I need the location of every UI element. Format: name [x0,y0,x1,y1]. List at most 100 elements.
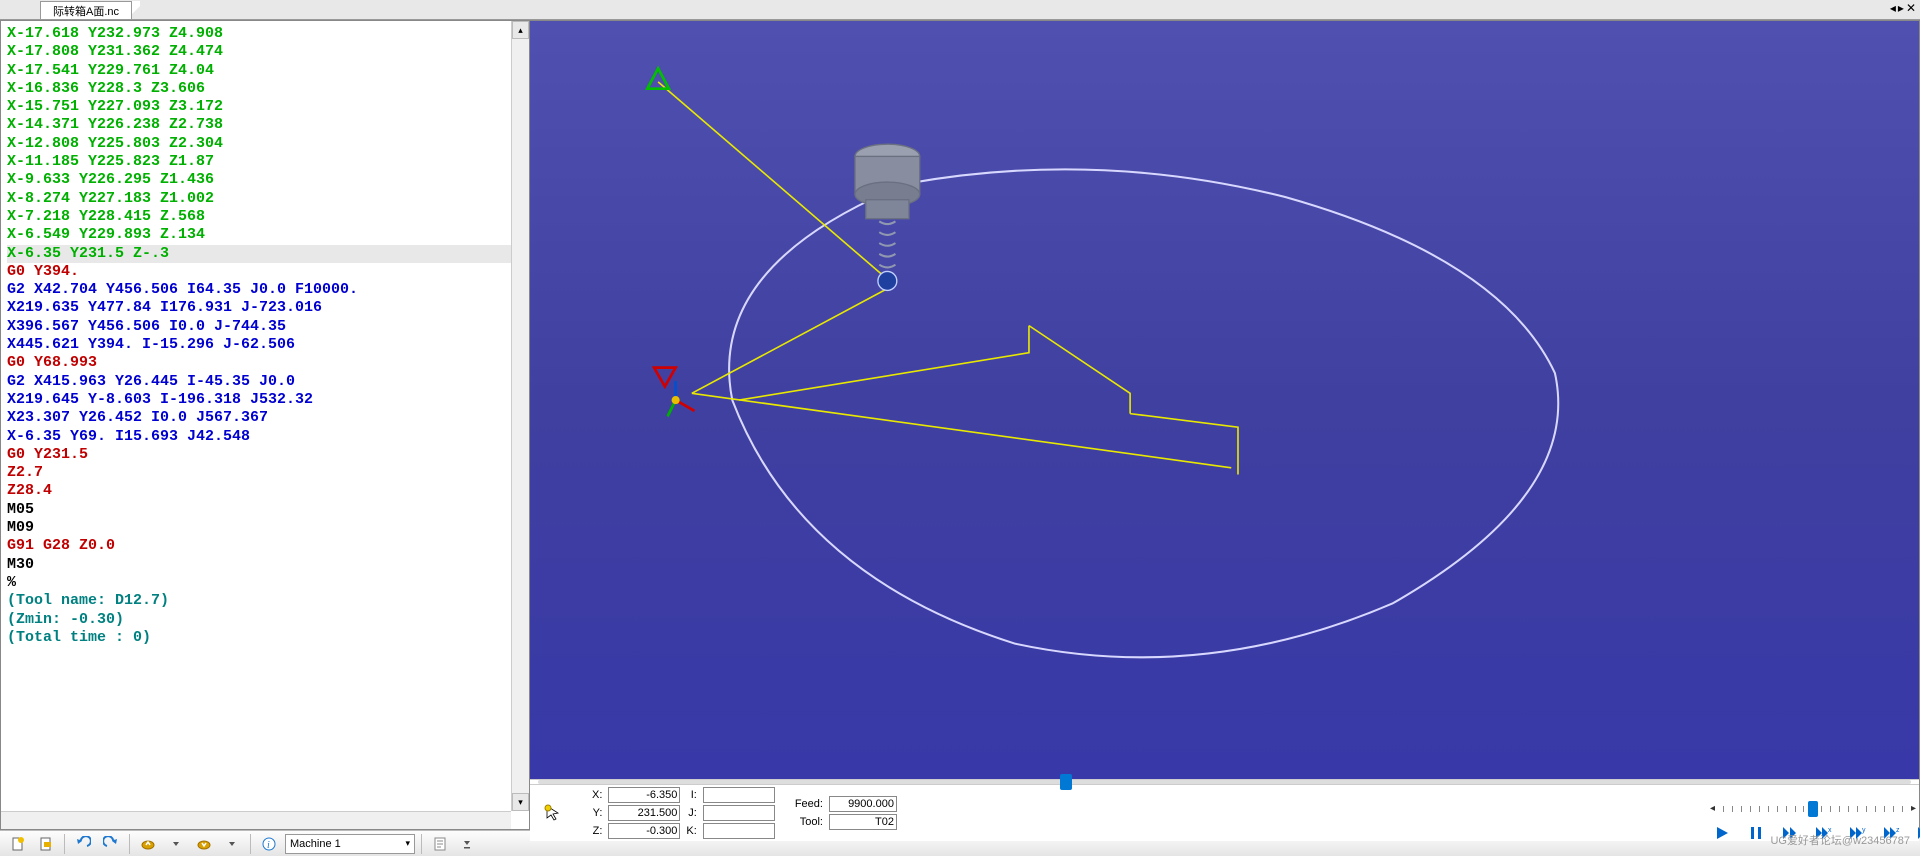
gcode-line[interactable]: M30 [7,556,523,574]
zoom-in-button[interactable]: ▸ [1911,803,1916,814]
gcode-panel: X-17.618 Y232.973 Z4.908X-17.808 Y231.36… [0,20,530,830]
gcode-line[interactable]: X-17.808 Y231.362 Z4.474 [7,43,523,61]
machine-select[interactable]: Machine 1 [285,834,415,854]
scroll-up-button[interactable]: ▴ [512,21,529,39]
notes-button[interactable] [428,833,452,855]
gcode-line[interactable]: X445.621 Y394. I-15.296 J-62.506 [7,336,523,354]
gcode-line[interactable]: X-14.371 Y226.238 Z2.738 [7,116,523,134]
tool-label: Tool: [795,816,823,828]
tab-corner [132,1,140,19]
feed-readout: Feed: Tool: [795,796,897,830]
gcode-listing[interactable]: X-17.618 Y232.973 Z4.908X-17.808 Y231.36… [1,21,529,829]
open-file-button[interactable] [34,833,58,855]
viewer-panel: X: I: Y: J: Z: K: Feed: Tool: [530,20,1920,830]
gcode-line[interactable]: X-6.35 Y69. I15.693 J42.548 [7,428,523,446]
gcode-line[interactable]: G2 X415.963 Y26.445 I-45.35 J0.0 [7,373,523,391]
gcode-line[interactable]: G91 G28 Z0.0 [7,537,523,555]
vertical-scrollbar[interactable]: ▴ ▾ [511,21,529,811]
toolbar-overflow-button[interactable] [456,833,480,855]
feed-segment-1 [739,326,1029,400]
zoom-track[interactable] [1723,806,1903,812]
gcode-line[interactable]: G2 X42.704 Y456.506 I64.35 J0.0 F10000. [7,281,523,299]
new-file-button[interactable] [6,833,30,855]
feed-segment-3 [1130,414,1238,475]
z-label: Z: [592,825,602,837]
gcode-line[interactable]: M05 [7,501,523,519]
tool-model-icon [855,144,920,290]
end-marker-icon [654,368,676,387]
gcode-line[interactable]: X-6.35 Y231.5 Z-.3 [7,245,523,263]
gcode-line[interactable]: X-7.218 Y228.415 Z.568 [7,208,523,226]
gcode-line[interactable]: Z28.4 [7,482,523,500]
file-tab-label: 际转箱A面.nc [53,3,119,19]
i-field[interactable] [703,787,775,803]
gcode-line[interactable]: X-6.549 Y229.893 Z.134 [7,226,523,244]
gcode-line[interactable]: X-17.618 Y232.973 Z4.908 [7,25,523,43]
machine-select-label: Machine 1 [290,838,341,850]
gcode-line[interactable]: X-15.751 Y227.093 Z3.172 [7,98,523,116]
play-button[interactable] [1710,822,1734,844]
undo-button[interactable] [71,833,95,855]
redo-button[interactable] [99,833,123,855]
gcode-line[interactable]: (Tool name: D12.7) [7,592,523,610]
y-label: Y: [592,807,602,819]
feed-field[interactable] [829,796,897,812]
status-panel: X: I: Y: J: Z: K: Feed: Tool: [530,784,1919,841]
zoom-slider[interactable]: ◂ ▸ [1710,803,1916,814]
pause-button[interactable] [1744,822,1768,844]
gcode-line[interactable]: X-16.836 Y228.3 Z3.606 [7,80,523,98]
gcode-line[interactable]: G0 Y394. [7,263,523,281]
horizontal-scrollbar[interactable] [1,811,511,829]
tab-bar: 际转箱A面.nc ◂ ▸ ✕ [0,0,1920,20]
x-field[interactable] [608,787,680,803]
rapid-line-3 [692,393,1231,467]
file-tab[interactable]: 际转箱A面.nc [40,1,132,19]
info-button[interactable]: i [257,833,281,855]
k-label: K: [686,825,696,837]
timeline-track[interactable] [538,780,1911,784]
scroll-down-button[interactable]: ▾ [512,793,529,811]
svg-text:i: i [267,840,270,851]
gcode-line[interactable]: (Zmin: -0.30) [7,611,523,629]
timeline-thumb[interactable] [1060,774,1072,790]
j-field[interactable] [703,805,775,821]
cursor-icon [544,804,562,822]
step-a-button[interactable]: * [1914,822,1920,844]
gcode-line[interactable]: (Total time : 0) [7,629,523,647]
gcode-line[interactable]: X-9.633 Y226.295 Z1.436 [7,171,523,189]
gcode-line[interactable]: % [7,574,523,592]
cloud-download-button[interactable] [192,833,216,855]
dropdown-arrow-2[interactable] [220,833,244,855]
zoom-out-button[interactable]: ◂ [1710,803,1715,814]
k-field[interactable] [703,823,775,839]
cloud-sync-button[interactable] [136,833,160,855]
gcode-line[interactable]: X-12.808 Y225.803 Z2.304 [7,135,523,153]
watermark-text: UG爱好者论坛@w23456787 [1770,832,1910,848]
gcode-line[interactable]: X-8.274 Y227.183 Z1.002 [7,190,523,208]
gcode-line[interactable]: Z2.7 [7,464,523,482]
tool-field[interactable] [829,814,897,830]
gcode-line[interactable]: X219.645 Y-8.603 I-196.318 J532.32 [7,391,523,409]
gcode-line[interactable]: X-11.185 Y225.823 Z1.87 [7,153,523,171]
gcode-line[interactable]: X-17.541 Y229.761 Z4.04 [7,62,523,80]
z-field[interactable] [608,823,680,839]
gcode-line[interactable]: X23.307 Y26.452 I0.0 J567.367 [7,409,523,427]
j-label: J: [686,807,696,819]
zoom-thumb[interactable] [1808,801,1818,817]
workpiece-contour [729,169,1558,657]
start-marker-icon [647,68,669,88]
gcode-line[interactable]: X396.567 Y456.506 I0.0 J-744.35 [7,318,523,336]
coordinate-readout: X: I: Y: J: Z: K: [592,787,775,839]
feed-label: Feed: [795,798,823,810]
rapid-line-2 [692,285,894,393]
dropdown-arrow-1[interactable] [164,833,188,855]
feed-segment-2 [1029,326,1130,414]
gcode-line[interactable]: G0 Y231.5 [7,446,523,464]
gcode-line[interactable]: G0 Y68.993 [7,354,523,372]
y-field[interactable] [608,805,680,821]
gcode-line[interactable]: X219.635 Y477.84 I176.931 J-723.016 [7,299,523,317]
gcode-line[interactable]: M09 [7,519,523,537]
axis-triad-icon [668,381,695,416]
x-label: X: [592,789,602,801]
i-label: I: [686,789,696,801]
